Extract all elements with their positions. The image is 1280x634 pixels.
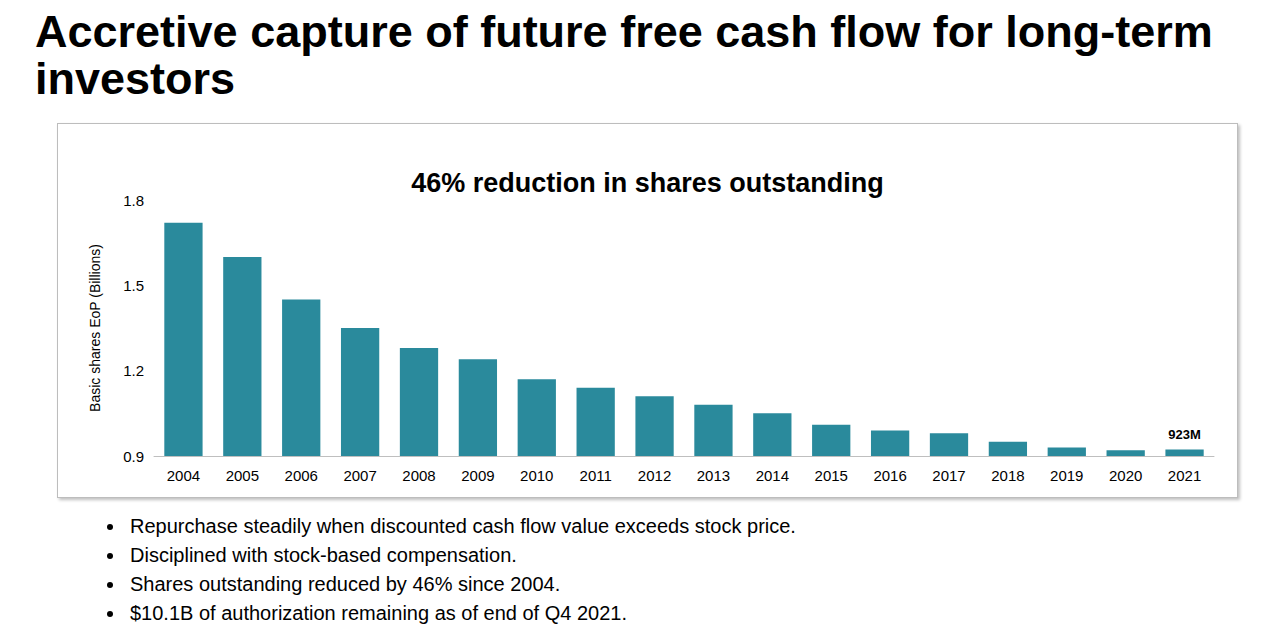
svg-text:2011: 2011	[580, 467, 612, 484]
svg-text:2014: 2014	[756, 467, 789, 484]
svg-text:2019: 2019	[1050, 467, 1083, 484]
html-text:$10.1B of authorization remain: $10.1B of authorization remaining as of …	[130, 602, 627, 624]
svg-text:923M: 923M	[1168, 427, 1201, 442]
svg-text:2016: 2016	[873, 467, 906, 484]
svg-text:2021: 2021	[1168, 467, 1201, 484]
svg-text:1.5: 1.5	[123, 277, 144, 294]
svg-text:0.9: 0.9	[123, 448, 144, 465]
svg-text:46% reduction in shares outsta: 46% reduction in shares outstanding	[411, 168, 884, 198]
svg-text:2004: 2004	[167, 467, 200, 484]
svg-text:2009: 2009	[461, 467, 494, 484]
svg-text:2005: 2005	[226, 467, 259, 484]
svg-text:2015: 2015	[815, 467, 848, 484]
html-text:Shares outstanding reduced by: Shares outstanding reduced by 46% since …	[130, 573, 561, 595]
html-text:Disciplined with stock-based c: Disciplined with stock-based compensatio…	[130, 544, 517, 566]
svg-text:Basic shares EoP (Billions): Basic shares EoP (Billions)	[87, 244, 103, 412]
svg-text:2008: 2008	[402, 467, 435, 484]
svg-text:2010: 2010	[520, 467, 553, 484]
svg-text:2020: 2020	[1109, 467, 1142, 484]
svg-text:2007: 2007	[343, 467, 376, 484]
html-text:Repurchase steadily when disco: Repurchase steadily when discounted cash…	[130, 515, 796, 537]
svg-text:1.2: 1.2	[123, 362, 144, 379]
svg-text:2012: 2012	[638, 467, 671, 484]
svg-text:2006: 2006	[285, 467, 318, 484]
svg-text:2013: 2013	[697, 467, 730, 484]
svg-text:2018: 2018	[991, 467, 1024, 484]
html-text:Accretive capture of future fr: Accretive capture of future free cash fl…	[35, 6, 1213, 104]
svg-text:2017: 2017	[932, 467, 965, 484]
svg-text:1.8: 1.8	[123, 192, 144, 209]
